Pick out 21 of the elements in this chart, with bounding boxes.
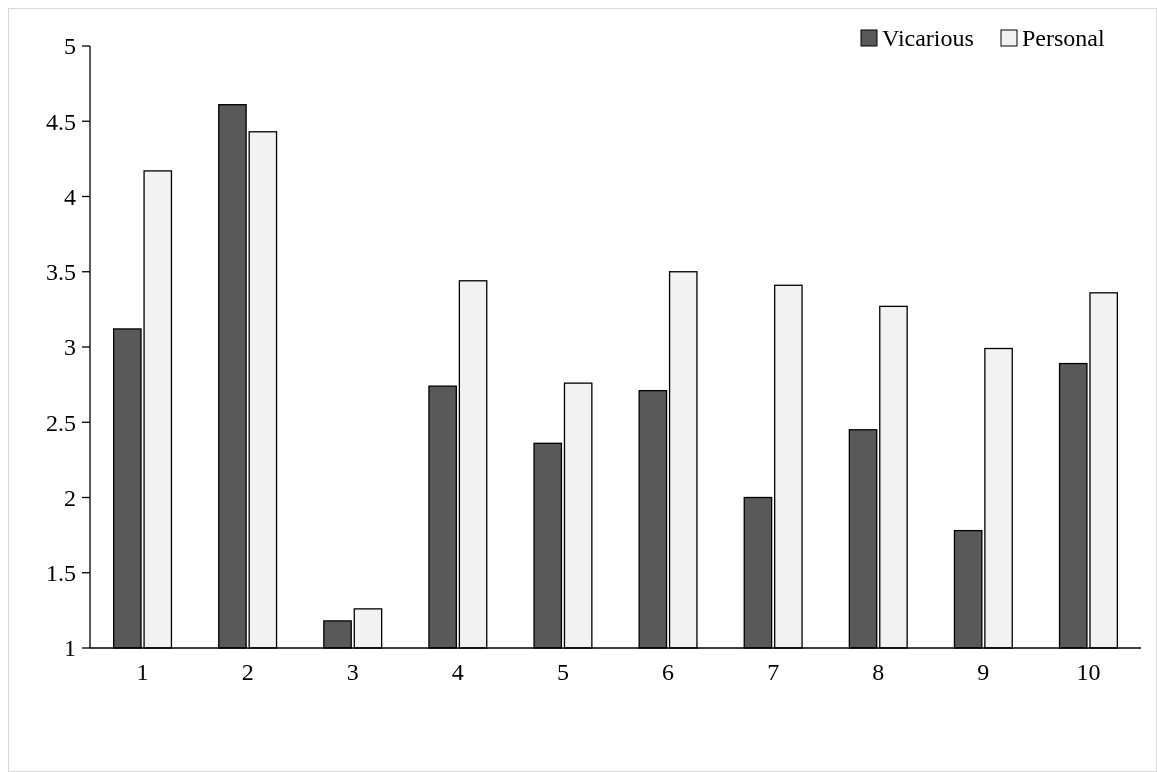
x-tick-label: 4 (451, 659, 464, 685)
x-tick-label: 9 (977, 659, 990, 685)
y-tick-label: 2.5 (46, 409, 76, 436)
y-tick-label: 4.5 (46, 108, 76, 135)
legend-label: Personal (1022, 25, 1105, 52)
y-tick-label: 1 (64, 635, 76, 662)
x-tick-label: 7 (767, 659, 780, 685)
x-tick-label: 2 (241, 659, 254, 685)
y-tick-label: 2 (64, 484, 76, 511)
x-tick-label: 6 (662, 659, 675, 685)
y-tick-label: 5 (64, 33, 76, 60)
legend-label: Vicarious (882, 25, 974, 52)
y-tick-label: 3.5 (46, 259, 76, 286)
y-tick-label: 1.5 (46, 560, 76, 587)
x-tick-label: 1 (136, 659, 149, 685)
x-tick-label: 5 (556, 659, 569, 685)
y-tick-label: 4 (64, 183, 76, 210)
x-tick-label: 10 (1076, 659, 1101, 685)
x-tick-label: 8 (872, 659, 885, 685)
x-tick-label: 3 (346, 659, 359, 685)
y-tick-label: 3 (64, 334, 76, 361)
